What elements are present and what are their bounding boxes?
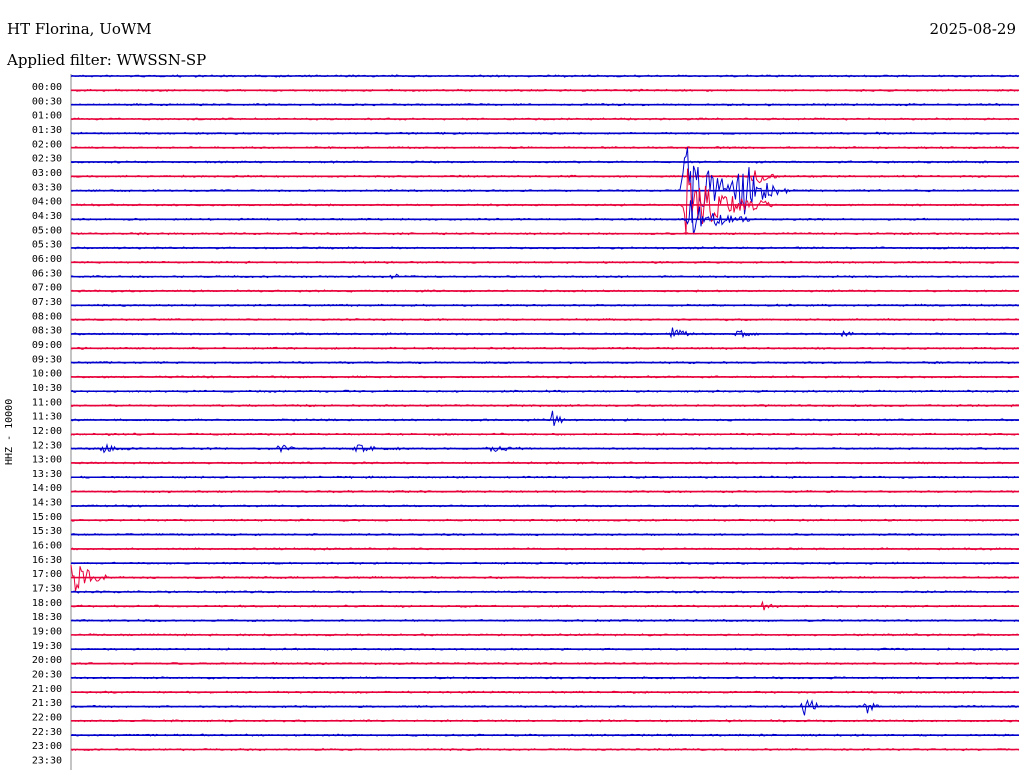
time-tick-label: 00:30 — [32, 96, 62, 107]
time-tick-label: 11:30 — [32, 412, 62, 423]
time-tick-label: 16:30 — [32, 555, 62, 566]
filter-label-text: Applied filter: — [7, 51, 112, 69]
time-tick-label: 19:30 — [32, 641, 62, 652]
time-tick-label: 23:30 — [32, 756, 62, 767]
time-tick-label: 15:30 — [32, 526, 62, 537]
time-tick-label: 03:00 — [32, 168, 62, 179]
time-tick-label: 01:30 — [32, 125, 62, 136]
time-tick-label: 20:00 — [32, 655, 62, 666]
time-tick-label: 14:30 — [32, 498, 62, 509]
time-tick-label: 15:00 — [32, 512, 62, 523]
time-tick-label: 06:30 — [32, 268, 62, 279]
time-tick-label: 03:30 — [32, 182, 62, 193]
seismic-trace — [70, 147, 1020, 223]
time-tick-label: 16:00 — [32, 541, 62, 552]
time-tick-label: 10:00 — [32, 369, 62, 380]
seismic-trace — [70, 327, 1019, 339]
filter-label: Applied filter: WWSSN-SP — [7, 51, 206, 69]
seismic-trace — [70, 168, 1020, 235]
time-tick-label: 08:00 — [32, 311, 62, 322]
seismic-trace — [70, 698, 1020, 716]
time-tick-label: 21:00 — [32, 684, 62, 695]
time-tick-label: 00:00 — [32, 82, 62, 93]
time-tick-label: 02:30 — [32, 154, 62, 165]
time-tick-label: 12:30 — [32, 440, 62, 451]
time-tick-label: 09:30 — [32, 354, 62, 365]
date-label: 2025-08-29 — [929, 20, 1016, 38]
time-tick-label: 13:00 — [32, 455, 62, 466]
time-tick-label: 19:00 — [32, 627, 62, 638]
time-tick-label: 21:30 — [32, 698, 62, 709]
time-tick-label: 07:30 — [32, 297, 62, 308]
time-tick-label: 17:30 — [32, 584, 62, 595]
time-tick-label: 13:30 — [32, 469, 62, 480]
time-tick-label: 23:00 — [32, 741, 62, 752]
time-tick-label: 04:00 — [32, 197, 62, 208]
time-tick-label: 22:00 — [32, 713, 62, 724]
time-tick-label: 04:30 — [32, 211, 62, 222]
time-tick-label: 18:00 — [32, 598, 62, 609]
time-tick-label: 02:00 — [32, 139, 62, 150]
time-tick-label: 05:00 — [32, 225, 62, 236]
time-tick-label: 07:00 — [32, 283, 62, 294]
time-tick-label: 14:00 — [32, 483, 62, 494]
time-tick-label: 06:00 — [32, 254, 62, 265]
station-title: HT Florina, UoWM — [7, 20, 152, 38]
seismic-trace — [70, 410, 1020, 426]
time-tick-label: 12:00 — [32, 426, 62, 437]
time-tick-label: 20:30 — [32, 670, 62, 681]
time-tick-label: 08:30 — [32, 326, 62, 337]
filter-value: WWSSN-SP — [116, 51, 207, 69]
time-tick-label: 05:30 — [32, 240, 62, 251]
time-tick-label: 10:30 — [32, 383, 62, 394]
time-tick-label: 17:00 — [32, 569, 62, 580]
time-tick-label: 11:00 — [32, 397, 62, 408]
time-tick-label: 01:00 — [32, 111, 62, 122]
time-tick-label: 09:00 — [32, 340, 62, 351]
time-tick-label: 22:30 — [32, 727, 62, 738]
time-tick-label: 18:30 — [32, 612, 62, 623]
